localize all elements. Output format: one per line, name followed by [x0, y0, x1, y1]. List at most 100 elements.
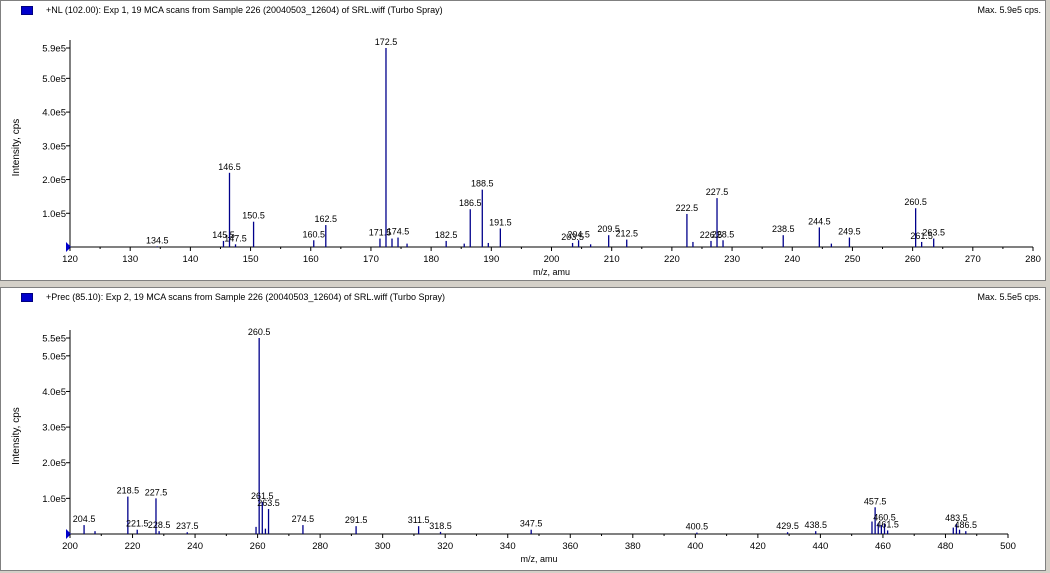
x-tick-label: 200: [62, 541, 78, 552]
peak-label: 438.5: [804, 520, 827, 530]
y-tick-label: 1.0e5: [42, 209, 66, 220]
peak-label: 212.5: [615, 229, 638, 239]
x-tick-label: 210: [604, 254, 620, 265]
x-tick-label: 220: [125, 541, 141, 552]
peak-label: 260.5: [904, 197, 927, 207]
x-tick-label: 200: [544, 254, 560, 265]
peak-label: 188.5: [471, 179, 494, 189]
peak-label: 172.5: [375, 37, 398, 47]
baseline-marker-icon: [66, 242, 71, 252]
spectrum-plot-prec[interactable]: 200 220 240 260 280 300 320 340 360 380 400 420 440 4…: [1, 288, 1045, 570]
x-tick-label: 130: [122, 254, 138, 265]
x-tick-label: 380: [625, 541, 641, 552]
x-tick-label: 170: [363, 254, 379, 265]
peak-label: 227.5: [145, 487, 168, 497]
peak-label: 226.5: [700, 230, 723, 240]
y-tick-label: 3.0e5: [42, 141, 66, 152]
y-tick-label: 5.5e5: [42, 334, 66, 345]
peak-label: 227.5: [706, 187, 729, 197]
baseline-marker-icon: [66, 529, 71, 539]
x-tick-label: 260: [250, 541, 266, 552]
x-tick-label: 240: [784, 254, 800, 265]
peak-label: 174.5: [387, 227, 410, 237]
spectrum-plot-nl[interactable]: 120 130 140 150 160 170 180 190 200 210 220 230 240 2…: [1, 1, 1045, 280]
peak-label: 457.5: [864, 496, 887, 506]
x-axis-title: m/z, amu: [533, 267, 570, 277]
peak-label: 203.5: [561, 232, 584, 242]
peak-label: 238.5: [772, 224, 795, 234]
peak-label: 134.5: [146, 235, 169, 245]
peak-label: 261.5: [910, 231, 933, 241]
peak-label: 228.5: [712, 229, 735, 239]
peak-label: 249.5: [838, 227, 861, 237]
y-tick-label: 2.0e5: [42, 458, 66, 469]
spectrum-panel-nl: +NL (102.00): Exp 1, 19 MCA scans from S…: [0, 0, 1046, 281]
x-axis-title: m/z, amu: [520, 554, 557, 564]
peak-label: 171.5: [369, 228, 392, 238]
x-tick-label: 280: [312, 541, 328, 552]
peak-label: 218.5: [117, 486, 140, 496]
peak-label: 228.5: [148, 520, 171, 530]
y-tick-label: 1.0e5: [42, 494, 66, 505]
x-tick-label: 360: [562, 541, 578, 552]
x-tick-label: 220: [664, 254, 680, 265]
peak-label: 209.5: [597, 224, 620, 234]
spectrum-panel-prec: +Prec (85.10): Exp 2, 19 MCA scans from …: [0, 287, 1046, 571]
x-tick-label: 140: [182, 254, 198, 265]
x-tick-label: 420: [750, 541, 766, 552]
y-tick-label: 4.0e5: [42, 387, 66, 398]
peak-label: 204.5: [73, 514, 96, 524]
y-tick-label: 4.0e5: [42, 108, 66, 119]
peak-label: 150.5: [242, 211, 265, 221]
peak-label: 461.5: [876, 519, 899, 529]
x-tick-label: 300: [375, 541, 391, 552]
x-tick-label: 340: [500, 541, 516, 552]
peak-label: 182.5: [435, 230, 458, 240]
x-tick-label: 480: [938, 541, 954, 552]
panel-header: +Prec (85.10): Exp 2, 19 MCA scans from …: [1, 288, 1045, 308]
x-tick-label: 180: [423, 254, 439, 265]
x-tick-label: 250: [845, 254, 861, 265]
peak-label: 260.5: [248, 327, 271, 337]
peak-label: 221.5: [126, 519, 149, 529]
x-tick-label: 160: [303, 254, 319, 265]
x-tick-label: 500: [1000, 541, 1016, 552]
peak-label: 263.5: [257, 498, 280, 508]
y-tick-label: 3.0e5: [42, 423, 66, 434]
x-tick-label: 280: [1025, 254, 1041, 265]
peak-label: 486.5: [955, 520, 978, 530]
y-tick-label: 2.0e5: [42, 175, 66, 186]
max-intensity-label: Max. 5.9e5 cps.: [977, 5, 1041, 15]
peak-label: 146.5: [218, 162, 241, 172]
peak-label: 483.5: [945, 513, 968, 523]
y-tick-label: 5.0e5: [42, 351, 66, 362]
y-axis-title: Intensity, cps: [11, 407, 22, 465]
y-tick-label: 5.0e5: [42, 74, 66, 85]
peak-label: 261.5: [251, 491, 274, 501]
peak-label: 147.5: [224, 233, 247, 243]
series-color-swatch[interactable]: [21, 6, 33, 15]
peak-label: 145.5: [212, 230, 235, 240]
peak-label: 186.5: [459, 198, 482, 208]
peak-label: 311.5: [408, 515, 430, 525]
x-tick-label: 260: [905, 254, 921, 265]
peak-label: 318.5: [429, 521, 452, 531]
peak-label: 162.5: [315, 214, 338, 224]
spectrum-title: +NL (102.00): Exp 1, 19 MCA scans from S…: [46, 5, 443, 15]
peak-label: 429.5: [776, 521, 799, 531]
peak-label: 400.5: [686, 522, 709, 532]
x-tick-label: 150: [243, 254, 259, 265]
peak-label: 460.5: [873, 512, 896, 522]
x-tick-label: 440: [812, 541, 828, 552]
x-tick-label: 400: [687, 541, 703, 552]
peak-label: 347.5: [520, 519, 543, 529]
x-tick-label: 320: [437, 541, 453, 552]
x-tick-label: 460: [875, 541, 891, 552]
x-tick-label: 270: [965, 254, 981, 265]
x-tick-label: 240: [187, 541, 203, 552]
peak-label: 274.5: [292, 514, 315, 524]
peak-label: 263.5: [922, 228, 945, 238]
x-tick-label: 120: [62, 254, 78, 265]
peak-label: 191.5: [489, 217, 512, 227]
series-color-swatch[interactable]: [21, 293, 33, 302]
